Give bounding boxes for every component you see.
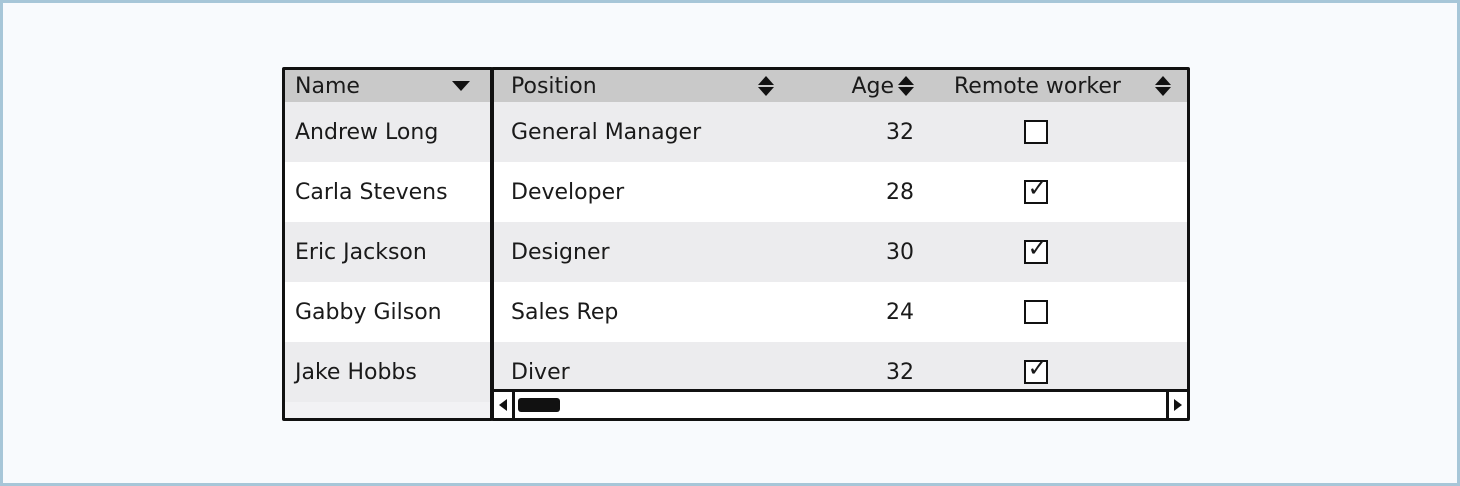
name-cell: Andrew Long [295, 119, 439, 145]
name-cell-row[interactable]: Jake Hobbs [285, 342, 490, 402]
caret-down-icon[interactable] [452, 81, 470, 91]
arrow-right-icon [1174, 399, 1182, 411]
scroll-left-button[interactable] [494, 392, 515, 418]
age-header-label: Age [851, 73, 894, 99]
scrollable-columns: Position Age Remote worker General Manag… [491, 67, 1190, 421]
age-cell: 32 [886, 359, 914, 385]
checkbox-checked-icon[interactable]: ✓ [1023, 356, 1048, 384]
horizontal-scrollbar[interactable] [494, 389, 1187, 418]
name-cell: Eric Jackson [295, 239, 427, 265]
position-cell: Developer [511, 179, 625, 205]
position-header-label: Position [511, 73, 597, 99]
position-cell: General Manager [511, 119, 702, 145]
table-row[interactable]: Developer 28 ✓ [494, 162, 1187, 222]
age-cell: 24 [886, 299, 914, 325]
checkbox-unchecked-icon[interactable] [1023, 300, 1048, 324]
name-cell-row[interactable]: Gabby Gilson [285, 282, 490, 342]
position-cell: Designer [511, 239, 610, 265]
name-cell-row[interactable]: Andrew Long [285, 102, 490, 162]
checkbox-unchecked-icon[interactable] [1023, 120, 1048, 144]
scroll-right-button[interactable] [1166, 392, 1187, 418]
table-row[interactable]: Sales Rep 24 [494, 282, 1187, 342]
name-cell: Jake Hobbs [295, 359, 417, 385]
position-cell: Diver [511, 359, 570, 385]
name-column-header[interactable]: Name [285, 70, 490, 102]
age-cell: 30 [886, 239, 914, 265]
scrollbar-thumb[interactable] [518, 398, 560, 412]
age-cell: 28 [886, 179, 914, 205]
age-column-header[interactable]: Age [794, 74, 914, 99]
checkbox-checked-icon[interactable]: ✓ [1023, 176, 1048, 204]
name-cell: Gabby Gilson [295, 299, 442, 325]
sort-up-down-icon[interactable] [1154, 76, 1171, 96]
data-grid: Name Andrew Long Carla Stevens Eric Jack… [282, 67, 1190, 421]
position-column-header[interactable]: Position [494, 74, 794, 99]
sort-up-down-icon[interactable] [898, 76, 914, 96]
table-row[interactable]: Designer 30 ✓ [494, 222, 1187, 282]
frozen-name-column: Name Andrew Long Carla Stevens Eric Jack… [282, 67, 493, 421]
checkbox-checked-icon[interactable]: ✓ [1023, 236, 1048, 264]
name-header-label: Name [295, 73, 360, 99]
name-cell-row[interactable]: Carla Stevens [285, 162, 490, 222]
table-row[interactable]: General Manager 32 [494, 102, 1187, 162]
age-cell: 32 [886, 119, 914, 145]
name-cell-row[interactable]: Eric Jackson [285, 222, 490, 282]
scrollable-header-row: Position Age Remote worker [494, 70, 1187, 102]
remote-column-header[interactable]: Remote worker [914, 74, 1187, 99]
remote-header-label: Remote worker [954, 73, 1121, 99]
sort-up-down-icon[interactable] [758, 76, 774, 96]
name-cell: Carla Stevens [295, 179, 448, 205]
position-cell: Sales Rep [511, 299, 619, 325]
arrow-left-icon [499, 399, 507, 411]
